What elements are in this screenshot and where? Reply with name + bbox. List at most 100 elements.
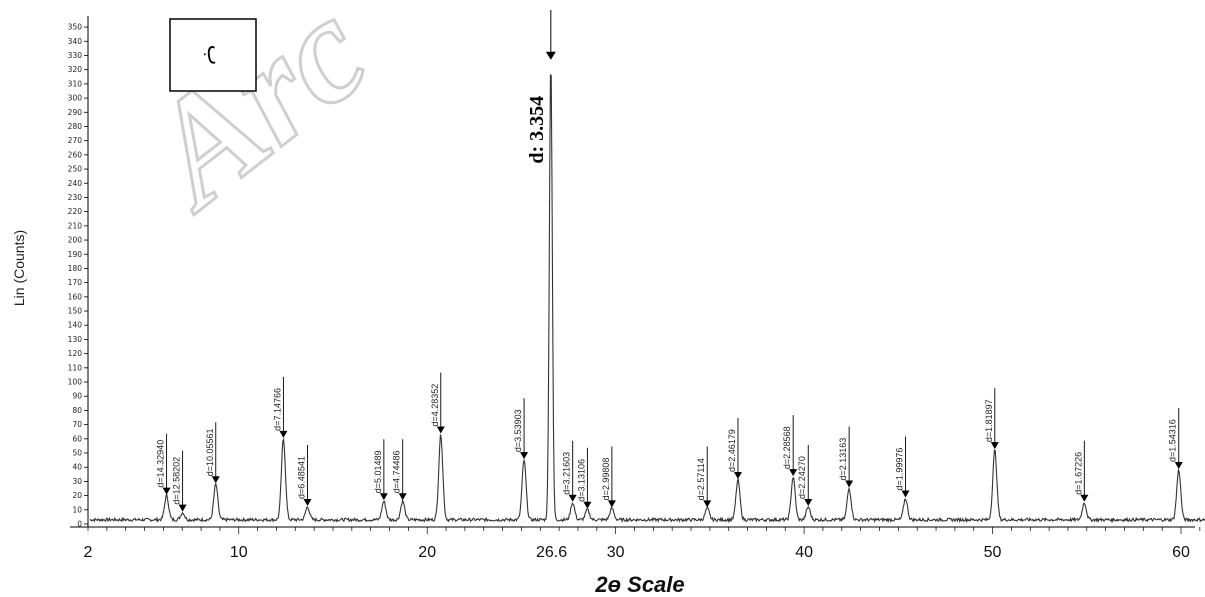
peak-label: d=1.81897	[984, 399, 994, 442]
peak-marker: d=1.54316	[1168, 408, 1183, 470]
y-tick-label: 20	[72, 491, 82, 500]
y-tick-label: 230	[68, 193, 83, 202]
peak-marker: d=3.53903	[513, 398, 529, 460]
y-tick-label: 120	[68, 349, 83, 358]
x-tick-label: 20	[418, 544, 436, 561]
y-tick-label: 320	[68, 65, 83, 74]
peak-arrow	[398, 493, 407, 501]
x-tick-label: 40	[795, 544, 813, 561]
peak-marker: d=2.99808	[601, 446, 616, 508]
peak-marker: d=4.28352	[430, 372, 445, 434]
y-tick-label: 100	[68, 378, 83, 387]
peak-arrow	[804, 498, 813, 506]
peak-label: d=1.54316	[1168, 419, 1178, 462]
y-tick-label: 180	[68, 264, 83, 273]
diffraction-pattern	[89, 74, 1205, 524]
peak-marker: d=14.32940	[156, 433, 171, 495]
peak-marker: d=1.81897	[984, 388, 999, 450]
peak-label: d=6.48541	[297, 456, 307, 499]
peak-marker: d=2.46179	[727, 417, 742, 479]
peak-marker: d=2.13163	[838, 426, 854, 488]
y-tick-label: 190	[68, 250, 83, 259]
y-tick-label: 60	[72, 434, 82, 443]
x-ticks: 2 10 20 26.6 30 40 50 60	[84, 527, 1201, 561]
peak-marker: d=1.67226	[1073, 440, 1089, 502]
peak-arrow	[901, 490, 910, 498]
peak-arrow	[733, 471, 742, 479]
peak-arrow	[436, 426, 445, 434]
y-tick-label: 80	[72, 406, 82, 415]
peak-label: d: 3.354	[526, 96, 548, 164]
y-tick-label: 150	[68, 307, 83, 316]
y-tick-label: 70	[72, 420, 82, 429]
peak-arrow	[703, 500, 712, 508]
peak-arrow	[520, 452, 529, 460]
annotation-box-letter: ب	[202, 45, 227, 66]
y-tick-label: 50	[72, 449, 82, 458]
peak-arrow	[303, 498, 312, 506]
y-tick-label: 40	[72, 463, 82, 472]
peak-arrow	[607, 500, 616, 508]
peak-arrow	[845, 480, 854, 488]
peak-label: d=1.99976	[894, 448, 904, 491]
y-tick-label: 140	[68, 321, 83, 330]
peak-marker: d=12.58202	[172, 450, 187, 512]
peak-arrow	[1080, 494, 1089, 502]
y-tick-label: 130	[68, 335, 83, 344]
peak-label: d=2.13163	[838, 438, 848, 481]
x-tick-label: 30	[607, 544, 625, 561]
peak-label: d=4.74486	[392, 450, 402, 493]
peak-label: d=3.13106	[576, 459, 586, 502]
peak-label: d=10.05561	[205, 428, 215, 476]
peak-marker: d: 3.354	[526, 10, 556, 164]
y-ticks: 0 10 20 30 40 50 60 70 80 90 100 110 120 130 140 150 160…	[68, 23, 88, 529]
peak-marker: d=7.14766	[272, 376, 288, 438]
y-tick-label: 280	[68, 122, 83, 131]
peak-label: d=2.46179	[727, 429, 737, 472]
peak-marker: d=10.05561	[205, 422, 220, 484]
peak-label: d=2.99808	[601, 458, 611, 501]
peak-marker: d=1.99976	[894, 436, 910, 498]
peak-arrow	[583, 501, 592, 509]
peak-arrow	[211, 476, 220, 484]
peak-label: d=2.28568	[782, 426, 792, 469]
peak-marker: d=6.48541	[297, 444, 312, 506]
y-tick-label: 90	[72, 392, 82, 401]
x-tick-label: 10	[230, 544, 248, 561]
x-tick-label: 60	[1172, 544, 1190, 561]
xrd-pattern-line	[89, 74, 1205, 524]
peak-label: d=3.53903	[513, 409, 523, 452]
peak-arrow	[568, 494, 577, 502]
peak-arrow	[789, 469, 798, 477]
y-tick-label: 260	[68, 150, 83, 159]
peak-arrow	[990, 442, 999, 450]
x-tick-label: 26.6	[536, 544, 567, 561]
peak-label: d=1.67226	[1073, 452, 1083, 495]
peak-arrow	[545, 51, 556, 60]
y-tick-label: 270	[68, 136, 83, 145]
peak-label: d=12.58202	[172, 457, 182, 505]
annotation-box-frame	[169, 18, 257, 92]
y-tick-label: 160	[68, 292, 83, 301]
peak-marker: d=4.74486	[392, 439, 407, 501]
peak-marker: d=2.24270	[797, 444, 813, 506]
peak-marker: d=3.13106	[576, 447, 592, 509]
peak-marker: d=5.01489	[373, 439, 388, 501]
peak-label: d=3.21603	[562, 452, 572, 495]
peak-arrow	[178, 504, 187, 512]
y-tick-label: 170	[68, 278, 83, 287]
peak-arrow	[379, 493, 388, 501]
annotation-box: ب	[169, 18, 257, 92]
peak-label: d=7.14766	[272, 388, 282, 431]
y-tick-label: 240	[68, 179, 83, 188]
y-tick-label: 330	[68, 51, 83, 60]
y-tick-label: 200	[68, 236, 83, 245]
peak-label: d=5.01489	[373, 450, 383, 493]
peak-arrow	[279, 430, 288, 438]
x-axis-label: 2ɵ Scale	[594, 572, 684, 597]
peak-markers: d=14.32940 d=12.58202 d=10.05561 d=7.14766 d…	[156, 10, 1183, 512]
peak-arrow	[162, 487, 171, 495]
peak-label: d=4.28352	[430, 384, 440, 427]
y-tick-label: 250	[68, 165, 83, 174]
y-tick-label: 300	[68, 94, 83, 103]
